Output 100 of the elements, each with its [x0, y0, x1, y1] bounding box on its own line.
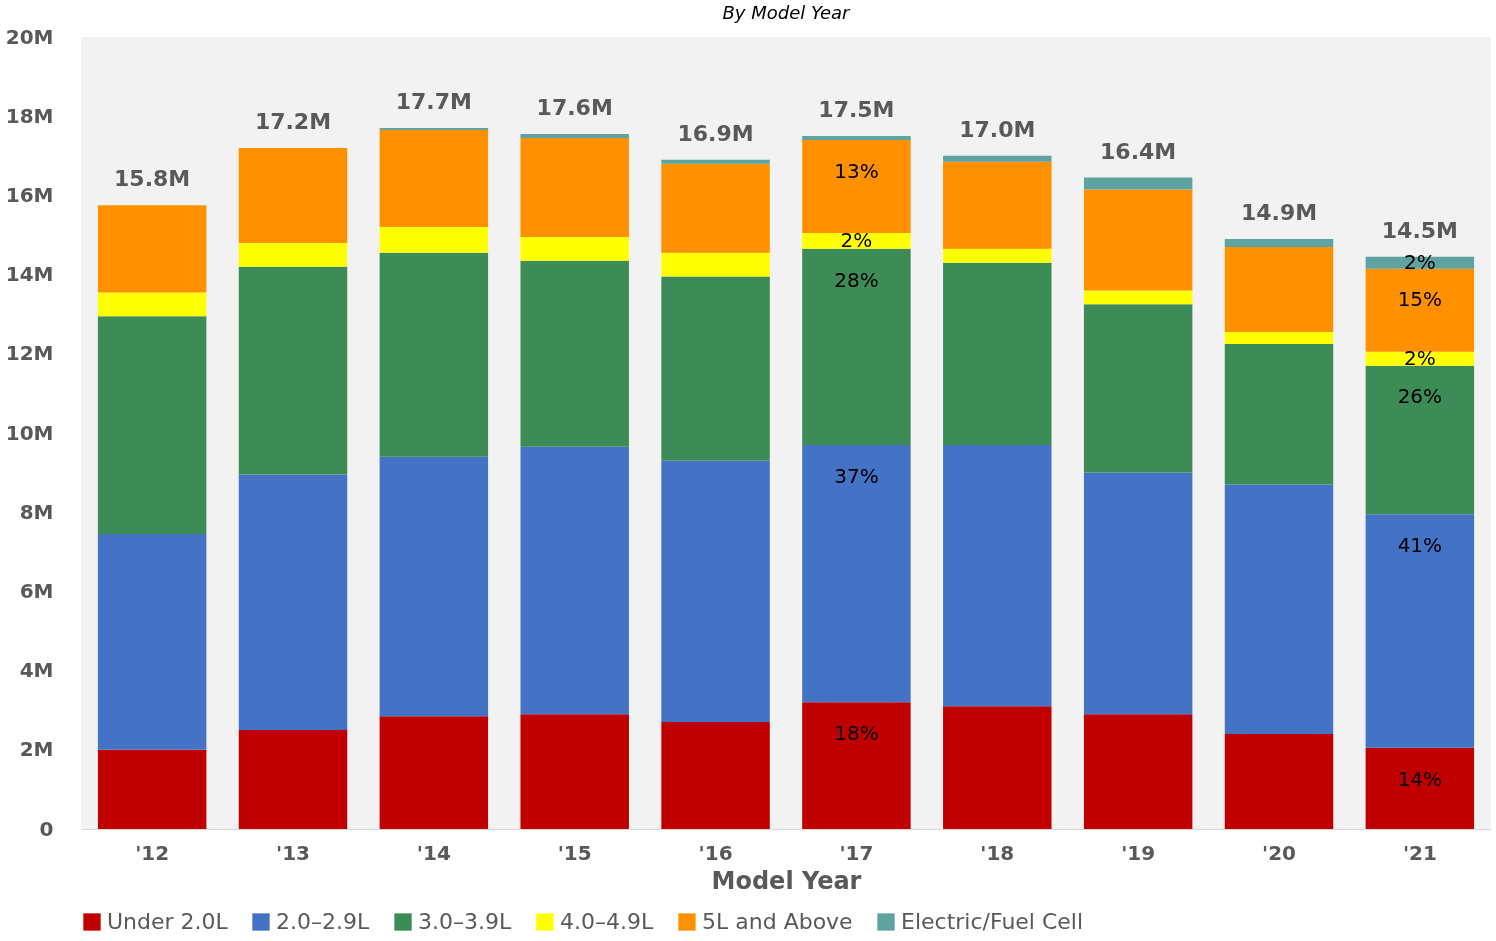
- y-tick-label: 10M: [5, 420, 54, 445]
- total-label: 16.4M: [1100, 138, 1177, 164]
- bar: [943, 706, 1052, 829]
- bar: [1083, 714, 1193, 829]
- bar: [661, 163, 770, 253]
- bar: [1224, 733, 1334, 829]
- x-tick-label: '14: [416, 840, 451, 865]
- bar: [661, 460, 770, 723]
- annotation: 28%: [834, 267, 879, 292]
- y-tick-label: 6M: [19, 578, 54, 603]
- legend-label: 5L and Above: [702, 909, 853, 934]
- y-tick-label: 16M: [5, 182, 54, 207]
- bar: [802, 139, 911, 234]
- bar: [1224, 332, 1334, 344]
- bar: [238, 474, 348, 730]
- y-tick-label: 18M: [5, 103, 54, 128]
- legend-label: 3.0–3.9L: [418, 909, 512, 934]
- bar: [661, 252, 770, 277]
- annotation: 2%: [1404, 345, 1436, 370]
- annotation: 26%: [1397, 384, 1443, 409]
- x-tick-label: '13: [276, 840, 310, 865]
- total-label: 14.5M: [1381, 217, 1458, 243]
- total-label: 17.2M: [254, 108, 332, 134]
- bar: [1365, 365, 1475, 515]
- bar: [238, 266, 348, 475]
- y-tick-label: 14M: [5, 262, 54, 287]
- bar: [238, 147, 348, 243]
- bar: [1224, 246, 1334, 333]
- x-tick-label: '16: [698, 840, 733, 865]
- bar: [1365, 747, 1475, 829]
- bar: [943, 262, 1052, 445]
- annotation: 2%: [840, 227, 873, 252]
- bar: [379, 227, 489, 253]
- annotation: 13%: [834, 158, 879, 183]
- x-tick-label: '21: [1402, 840, 1437, 865]
- legend-label: Electric/Fuel Cell: [901, 909, 1084, 934]
- bar: [943, 248, 1052, 263]
- bar: [802, 248, 911, 445]
- bar: [520, 236, 629, 261]
- chart-title: By Model Year: [722, 2, 852, 23]
- x-tick-label: '19: [1121, 840, 1156, 865]
- bar: [1083, 189, 1193, 291]
- bar: [943, 444, 1052, 707]
- legend-label: 2.0–2.9L: [276, 909, 370, 934]
- y-tick-label: 20M: [5, 24, 54, 49]
- bar: [1224, 343, 1334, 485]
- bar: [97, 533, 207, 750]
- bar: [802, 444, 911, 703]
- bar: [520, 446, 629, 715]
- bar: [97, 205, 207, 293]
- total-label: 15.8M: [114, 166, 191, 192]
- bar: [802, 136, 911, 140]
- bar: [1224, 238, 1334, 247]
- bar: [97, 316, 207, 534]
- bar: [379, 130, 489, 228]
- y-tick-label: 12M: [5, 341, 54, 366]
- bar: [1083, 472, 1193, 715]
- total-label: 16.9M: [677, 120, 754, 146]
- bar: [379, 252, 489, 457]
- annotation: 18%: [834, 720, 879, 745]
- bar: [661, 722, 770, 829]
- bar: [520, 714, 629, 829]
- y-tick-label: 8M: [19, 499, 54, 524]
- x-tick-label: '15: [557, 840, 592, 865]
- bar: [97, 292, 207, 317]
- bar: [1365, 514, 1475, 748]
- bar: [661, 276, 770, 461]
- bar: [1365, 268, 1475, 352]
- bar: [943, 161, 1052, 249]
- bar: [661, 159, 770, 164]
- total-label: 17.0M: [959, 116, 1036, 142]
- bar: [97, 749, 207, 829]
- x-tick-label: '20: [1262, 840, 1296, 865]
- y-tick-label: 4M: [19, 658, 54, 683]
- annotation: 2%: [1404, 249, 1436, 274]
- bar: [1083, 304, 1193, 473]
- x-axis-title: Model Year: [711, 866, 862, 895]
- annotation: 37%: [834, 463, 879, 488]
- total-label: 17.6M: [536, 95, 613, 121]
- bar: [520, 137, 629, 237]
- annotation: 41%: [1397, 532, 1443, 557]
- total-label: 17.7M: [395, 89, 472, 115]
- bar: [379, 456, 489, 717]
- bar: [1083, 177, 1193, 190]
- annotation: 15%: [1397, 287, 1443, 312]
- x-tick-label: '18: [980, 840, 1015, 865]
- bar: [520, 134, 629, 138]
- bar: [943, 155, 1052, 162]
- legend-label: Under 2.0L: [107, 909, 229, 934]
- y-tick-label: 2M: [19, 737, 54, 762]
- legend-label: 4.0–4.9L: [560, 909, 654, 934]
- bar: [1083, 290, 1193, 305]
- bar: [379, 716, 489, 829]
- bar: [520, 260, 629, 447]
- total-label: 14.9M: [1240, 199, 1318, 225]
- x-tick-label: '17: [839, 840, 874, 865]
- bar: [238, 242, 348, 267]
- bar: [802, 702, 911, 829]
- bar: [1224, 484, 1334, 734]
- y-tick-label: 0: [39, 816, 54, 841]
